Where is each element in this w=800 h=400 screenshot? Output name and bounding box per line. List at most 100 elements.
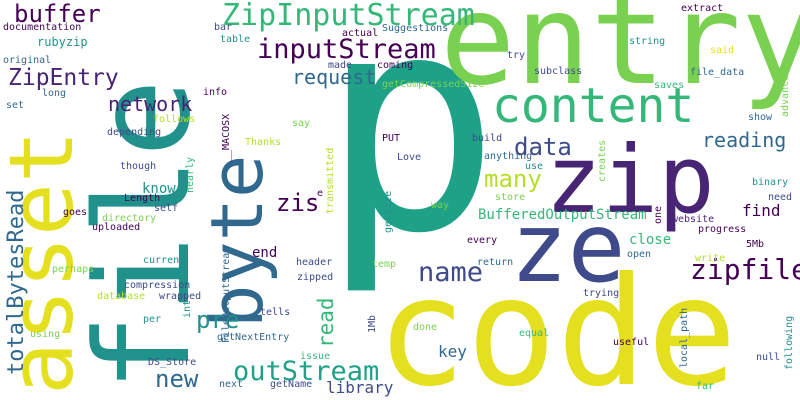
word-read: read (314, 297, 338, 348)
word-wrapped: wrapped (159, 291, 202, 302)
word-Length: Length (124, 193, 161, 204)
word-nearly: nearly (185, 156, 196, 193)
word-outStream: outStream (233, 356, 380, 387)
word-way: way (431, 200, 450, 211)
word-5Mb: 5Mb (746, 239, 765, 250)
word-zip: zip (545, 126, 715, 235)
word-coming: coming (377, 60, 414, 71)
word-new: new (155, 365, 199, 393)
word-goes: goes (63, 207, 88, 218)
word-progress: progress (698, 224, 747, 235)
word-Love: Love (397, 152, 422, 163)
word-current: current (143, 255, 186, 266)
word-useful: useful (613, 337, 650, 348)
word-Suggestions: Suggestions (382, 23, 449, 34)
word-key: key (438, 342, 467, 361)
word-know: know (142, 181, 176, 197)
word-though: though (120, 161, 157, 172)
word-documentation: documentation (3, 22, 82, 33)
word-done: done (413, 322, 438, 333)
word-1Mb: 1Mb (367, 314, 378, 333)
word-far: far (696, 381, 715, 392)
word-said: said (710, 45, 735, 56)
word-issue: issue (300, 351, 331, 362)
word-uploaded: uploaded (92, 222, 141, 233)
word-follows: follows (153, 114, 196, 125)
word-network: network (108, 92, 193, 116)
word-content: content (492, 78, 695, 134)
word-info: info (203, 87, 228, 98)
word-zis: zis (276, 189, 320, 217)
word-ze: ze (510, 192, 626, 304)
word-bar: bar (214, 22, 233, 33)
word-null: null (756, 352, 781, 363)
word-use: use (525, 161, 544, 172)
word-PUT: PUT (382, 133, 401, 144)
word-file_data: file_data (690, 67, 745, 78)
word-BufferedOutputStream: BufferedOutputStream (478, 207, 647, 223)
word-file: file (67, 78, 219, 392)
word-code: code (376, 246, 738, 400)
word-data: data (514, 133, 572, 161)
word-database: database (97, 291, 146, 302)
word-following: following (784, 315, 795, 370)
word-local_path: local_path (679, 307, 690, 368)
word-per: per (143, 314, 162, 325)
word-getSize: getSize (383, 190, 394, 233)
word-next: next (219, 379, 244, 390)
word-DS_Store: DS_Store (148, 357, 197, 368)
word-buffer: buffer (14, 0, 101, 28)
word-name: name (418, 257, 484, 288)
word-entry: entry (440, 0, 800, 113)
word-zipfile: zipfile (690, 253, 800, 286)
word-show: show (748, 112, 773, 123)
word-perhaps: perhaps (52, 264, 95, 275)
word-trying: trying (583, 288, 620, 299)
word-rubyzip: rubyzip (37, 35, 88, 49)
word-Thanks: Thanks (245, 137, 282, 148)
word-build: build (472, 133, 503, 144)
word-header: header (296, 257, 333, 268)
word-made: made (328, 60, 353, 71)
word-zipped: zipped (297, 272, 334, 283)
word-byte: byte (195, 154, 279, 328)
word-totalBytesRead: totalBytesRead (4, 189, 29, 375)
word-actual: actual (342, 28, 379, 39)
word-many: many (484, 165, 542, 193)
word-try: try (507, 50, 526, 61)
word-getNextEntry: getNextEntry (217, 332, 290, 343)
word-transmitted: transmitted (325, 147, 336, 214)
word-need: need (768, 192, 793, 203)
word-set: set (6, 100, 25, 111)
word-long: long (42, 88, 67, 99)
word-ZipEntry: ZipEntry (8, 65, 119, 91)
word-getName: getName (270, 379, 313, 390)
word-return: return (477, 257, 514, 268)
word-subclass: subclass (534, 66, 583, 77)
word-open: open (627, 249, 652, 260)
word-original: original (3, 55, 52, 66)
word-self: self (154, 203, 179, 214)
word-p: p (320, 0, 501, 299)
word-compression: compression (124, 280, 191, 291)
word-extract: extract (681, 3, 724, 14)
word-FileOutputStream: FileOutputStream (221, 246, 232, 343)
word-end: end (252, 245, 278, 261)
word-store: store (495, 192, 526, 203)
word-find: find (742, 201, 781, 220)
word-depending: depending (107, 127, 162, 138)
word-directory: directory (102, 213, 157, 224)
word-website: website (672, 214, 715, 225)
word-tells: tells (260, 307, 291, 318)
word-reading: reading (702, 128, 787, 152)
word-temp: temp (372, 259, 397, 270)
word-close: close (629, 232, 672, 248)
word-equal: equal (519, 328, 550, 339)
word-library: library (326, 378, 394, 397)
word-pre: pre (196, 306, 240, 334)
word-creates: creates (597, 139, 608, 182)
word-inputStream: inputStream (257, 34, 436, 65)
word-e: e (317, 188, 324, 199)
word-__MACOSX: __MACOSX (221, 113, 232, 162)
